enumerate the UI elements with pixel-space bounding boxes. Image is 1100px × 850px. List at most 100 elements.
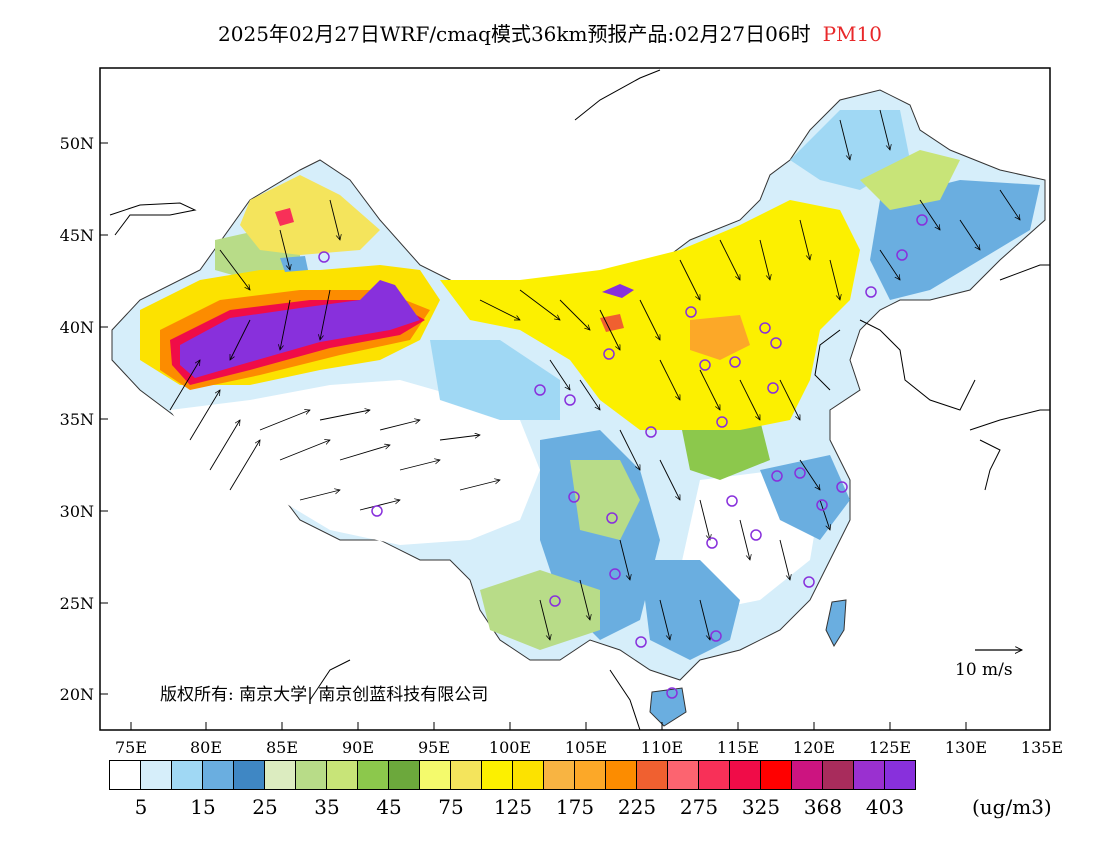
hainan	[649, 687, 687, 727]
lon-label-105e: 105E	[564, 738, 608, 757]
legend-label: 175	[555, 795, 595, 819]
legend-swatch	[450, 760, 482, 790]
green-east	[860, 150, 960, 210]
city-marker	[759, 322, 771, 334]
coastlines	[109, 69, 1050, 730]
city-marker	[645, 426, 657, 438]
lon-label-90e: 90E	[341, 738, 375, 757]
city-marker	[318, 251, 330, 263]
legend-swatch	[109, 760, 141, 790]
lightblue-qinghai	[430, 340, 560, 420]
lat-ticks	[100, 142, 108, 695]
legend-swatch	[698, 760, 730, 790]
city-marker	[635, 636, 647, 648]
legend-swatch	[357, 760, 389, 790]
color-legend	[109, 760, 916, 792]
blue-northeast	[870, 180, 1040, 300]
green-central	[680, 420, 770, 480]
lon-label-120e: 120E	[792, 738, 836, 757]
legend-swatch	[729, 760, 761, 790]
legend-label: 45	[376, 795, 402, 819]
city-marker	[816, 499, 828, 511]
city-marker	[803, 576, 815, 588]
legend-swatch	[543, 760, 575, 790]
legend-swatch	[140, 760, 172, 790]
lon-label-135e: 135E	[1020, 738, 1064, 757]
legend-swatch	[233, 760, 265, 790]
lon-label-100e: 100E	[488, 738, 532, 757]
legend-swatch	[605, 760, 637, 790]
green-sichuan	[570, 460, 640, 540]
city-marker	[568, 491, 580, 503]
lat-label-20n: 20N	[59, 685, 94, 704]
lon-label-75e: 75E	[114, 738, 148, 757]
city-marker	[710, 630, 722, 642]
legend-label: 368	[803, 795, 843, 819]
yellow-north	[440, 200, 860, 430]
legend-swatch	[636, 760, 668, 790]
legend-label: 5	[134, 795, 148, 819]
legend-swatch	[791, 760, 823, 790]
tibet-low	[170, 380, 540, 545]
city-marker	[916, 214, 928, 226]
lat-label-35n: 35N	[59, 410, 94, 429]
legend-label: 15	[190, 795, 216, 819]
legend-swatch	[512, 760, 544, 790]
wind-vectors	[169, 109, 1020, 640]
lon-label-115e: 115E	[716, 738, 760, 757]
orange-hebei	[690, 315, 750, 360]
lon-label-110e: 110E	[640, 738, 684, 757]
city-marker	[609, 568, 621, 580]
green-south	[480, 570, 600, 650]
lon-label-85e: 85E	[265, 738, 299, 757]
legend-label: 325	[741, 795, 781, 819]
legend-swatch	[295, 760, 327, 790]
legend-swatch	[202, 760, 234, 790]
city-markers	[318, 214, 928, 699]
lat-label-25n: 25N	[59, 594, 94, 613]
city-marker	[770, 337, 782, 349]
lat-label-45n: 45N	[59, 226, 94, 245]
lon-ticks	[130, 722, 967, 730]
city-marker	[726, 495, 738, 507]
legend-label: 25	[252, 795, 278, 819]
legend-swatch	[884, 760, 916, 790]
legend-swatch	[388, 760, 420, 790]
lon-label-80e: 80E	[189, 738, 223, 757]
city-marker	[699, 359, 711, 371]
city-marker	[666, 687, 678, 699]
lat-label-40n: 40N	[59, 318, 94, 337]
legend-swatch	[419, 760, 451, 790]
red-xinjiang-spot	[275, 208, 294, 226]
city-marker	[865, 286, 877, 298]
lat-label-30n: 30N	[59, 502, 94, 521]
legend-swatch	[574, 760, 606, 790]
lon-label-125e: 125E	[868, 738, 912, 757]
copyright-text: 版权所有: 南京大学| 南京创蓝科技有限公司	[160, 685, 489, 705]
legend-swatch	[853, 760, 885, 790]
city-marker	[767, 382, 779, 394]
blue-xinjiang-spot	[280, 256, 308, 272]
legend-label: 125	[493, 795, 533, 819]
city-marker	[564, 394, 576, 406]
concentration-field	[111, 89, 1046, 727]
legend-label: 403	[865, 795, 905, 819]
wind-reference-label: 10 m/s	[955, 660, 1013, 680]
taiwan	[825, 599, 847, 648]
red-north-spot	[600, 314, 624, 332]
lon-label-130e: 130E	[944, 738, 988, 757]
city-marker	[706, 537, 718, 549]
legend-label: 225	[617, 795, 657, 819]
legend-unit: (ug/m3)	[972, 795, 1052, 819]
title-text: 2025年02月27日WRF/cmaq模式36km预报产品:02月27日06时	[218, 22, 811, 46]
map-title: 2025年02月27日WRF/cmaq模式36km预报产品:02月27日06时 P…	[0, 18, 1100, 47]
purple-taklimakan	[180, 280, 420, 378]
city-marker	[549, 595, 561, 607]
city-marker	[771, 470, 783, 482]
legend-label: 35	[314, 795, 340, 819]
city-marker	[794, 467, 806, 479]
legend-swatch	[326, 760, 358, 790]
city-marker	[836, 481, 848, 493]
legend-swatch	[264, 760, 296, 790]
